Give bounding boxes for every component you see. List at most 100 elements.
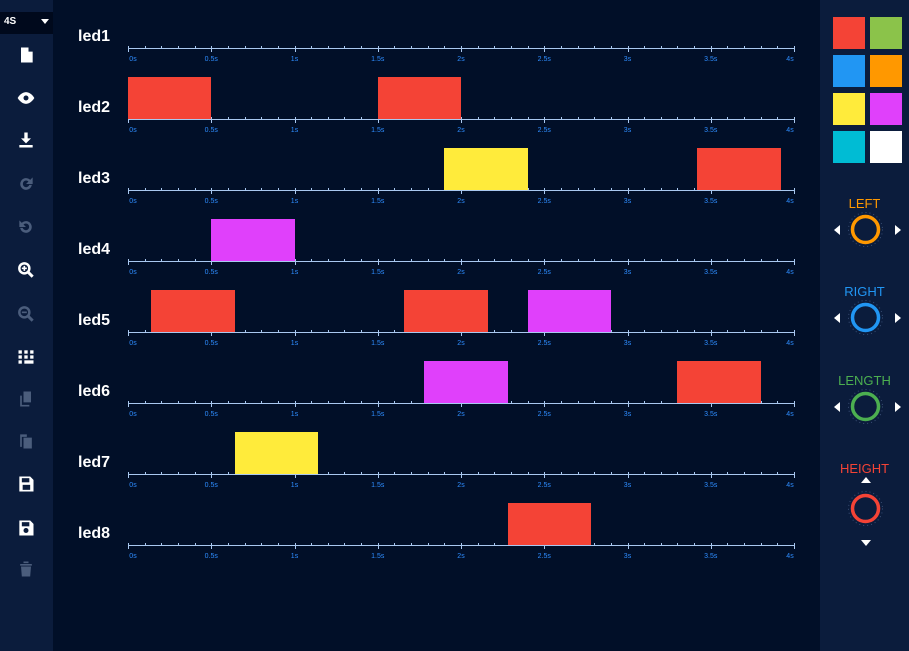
light-block[interactable]: [444, 148, 528, 190]
color-swatch[interactable]: [833, 131, 865, 163]
axis-tick: [794, 330, 795, 336]
axis-tick: [327, 543, 329, 546]
duration-select[interactable]: 4S: [0, 12, 53, 34]
light-block[interactable]: [377, 77, 461, 119]
light-block[interactable]: [677, 361, 761, 403]
light-block[interactable]: [424, 361, 508, 403]
tick-label: 1s: [290, 553, 299, 560]
chevron-left-icon[interactable]: [834, 313, 840, 323]
tick-label: 0s: [129, 482, 137, 489]
right-knob[interactable]: [847, 299, 884, 336]
chevron-down-icon[interactable]: [861, 540, 871, 546]
zoom-in-button[interactable]: [13, 260, 39, 284]
axis-tick: [477, 472, 479, 475]
axis-tick: [444, 46, 446, 49]
axis-tick: [610, 46, 612, 49]
axis-tick: [144, 188, 146, 191]
axis-tick: [794, 259, 795, 265]
light-block[interactable]: [128, 77, 212, 119]
knob-title-height: HEIGHT: [839, 461, 890, 476]
axis-tick: [227, 543, 229, 546]
axis-tick: [411, 188, 413, 191]
chevron-right-icon[interactable]: [895, 225, 901, 235]
axis-tick: [494, 117, 496, 120]
chevron-right-icon[interactable]: [895, 402, 901, 412]
axis-tick: [610, 543, 612, 546]
tick-label: 3s: [623, 553, 632, 560]
left-knob[interactable]: [847, 211, 884, 248]
axis-tick: [327, 330, 329, 333]
axis-tick: [477, 543, 479, 546]
light-block[interactable]: [527, 290, 611, 332]
axis-tick: [677, 543, 679, 546]
chevron-up-icon[interactable]: [861, 477, 871, 483]
tick-label: 3.5s: [704, 553, 718, 560]
color-swatch[interactable]: [870, 93, 902, 125]
save-as-button[interactable]: [13, 518, 39, 542]
light-block[interactable]: [404, 290, 488, 332]
axis-tick: [211, 117, 213, 123]
grid-icon: [16, 347, 36, 372]
axis-tick: [327, 46, 329, 49]
axis-tick: [311, 330, 313, 333]
axis-tick: [377, 330, 379, 336]
light-block[interactable]: [234, 432, 318, 474]
axis-tick: [544, 330, 546, 336]
axis-tick: [128, 46, 129, 52]
height-knob[interactable]: [847, 490, 884, 527]
axis-tick: [610, 401, 612, 404]
track-label: led5: [78, 312, 111, 329]
color-swatch[interactable]: [870, 131, 902, 163]
tick-label: 2s: [457, 127, 465, 134]
axis-tick: [344, 472, 346, 475]
tick-label: 3s: [623, 340, 632, 347]
tick-label: 1s: [290, 340, 299, 347]
axis-tick: [544, 46, 546, 52]
color-swatch[interactable]: [870, 55, 902, 87]
axis-tick: [344, 46, 346, 49]
light-block[interactable]: [697, 148, 781, 190]
tick-label: 4s: [786, 340, 794, 347]
preview-eye-button[interactable]: [13, 88, 39, 112]
axis-tick: [677, 259, 679, 262]
axis-tick: [627, 401, 629, 407]
color-swatch[interactable]: [833, 17, 865, 49]
axis-tick: [660, 330, 662, 333]
copy-icon: [16, 389, 36, 414]
new-file-button[interactable]: [13, 45, 39, 69]
axis-tick: [344, 188, 346, 191]
axis-tick: [327, 259, 329, 262]
axis-tick: [211, 188, 213, 194]
axis-tick: [660, 188, 662, 191]
axis-tick: [627, 259, 629, 265]
axis-tick: [660, 259, 662, 262]
color-swatch[interactable]: [833, 55, 865, 87]
axis-tick: [344, 543, 346, 546]
grid-button[interactable]: [13, 347, 39, 371]
axis-tick: [144, 543, 146, 546]
chevron-left-icon[interactable]: [834, 402, 840, 412]
preview-eye-icon: [16, 88, 36, 113]
light-block[interactable]: [507, 503, 591, 545]
axis-tick: [777, 117, 779, 120]
save-button[interactable]: [13, 474, 39, 498]
axis-tick: [794, 46, 795, 52]
tick-label: 0.5s: [204, 340, 218, 347]
axis-tick: [477, 117, 479, 120]
download-button[interactable]: [13, 130, 39, 154]
light-block[interactable]: [211, 219, 295, 261]
chevron-right-icon[interactable]: [895, 313, 901, 323]
axis-tick: [344, 401, 346, 404]
axis-tick: [361, 46, 363, 49]
chevron-left-icon[interactable]: [834, 225, 840, 235]
axis-tick: [194, 259, 196, 262]
axis-tick: [577, 46, 579, 49]
length-knob[interactable]: [847, 388, 884, 425]
color-swatch[interactable]: [833, 93, 865, 125]
axis-tick: [161, 472, 163, 475]
axis-tick: [677, 330, 679, 333]
tick-label: 3.5s: [704, 198, 718, 205]
tick-label: 2.5s: [537, 482, 551, 489]
light-block[interactable]: [151, 290, 235, 332]
color-swatch[interactable]: [870, 17, 902, 49]
